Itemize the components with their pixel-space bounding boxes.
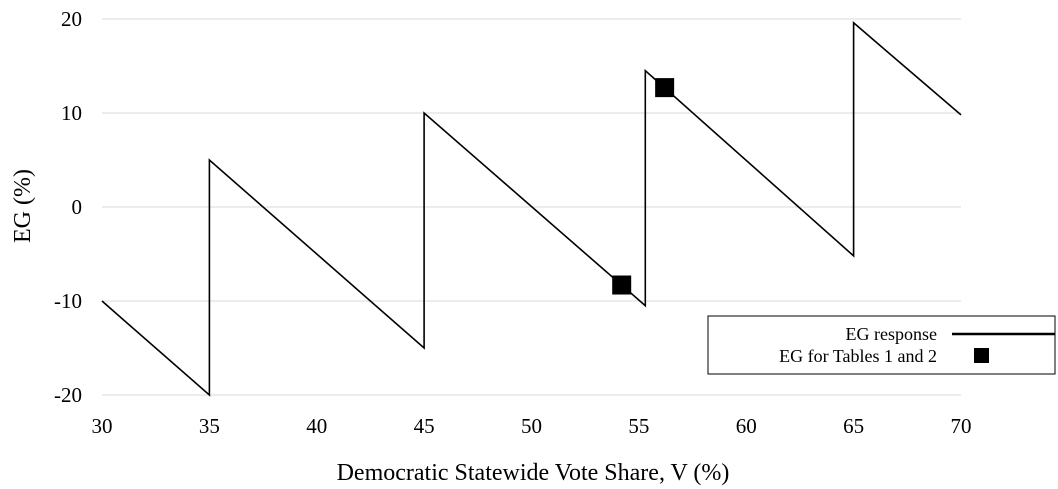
legend-box <box>707 315 1056 375</box>
series-line-eg-response <box>101 21 962 397</box>
x-tick-label: 70 <box>951 414 972 438</box>
data-point-square <box>612 275 632 295</box>
x-tick-label: 45 <box>414 414 435 438</box>
x-tick-label: 60 <box>736 414 757 438</box>
series-layer <box>101 21 962 397</box>
x-tick-labels: 30 35 40 45 50 55 60 65 70 <box>92 414 972 438</box>
x-axis-title: Democratic Statewide Vote Share, V (%) <box>337 460 730 486</box>
y-tick-label: 10 <box>61 101 82 125</box>
x-tick-label: 30 <box>92 414 113 438</box>
x-tick-label: 40 <box>306 414 327 438</box>
y-tick-label: -10 <box>54 289 82 313</box>
x-tick-label: 35 <box>199 414 220 438</box>
y-axis-title: EG (%) <box>10 169 36 243</box>
x-tick-label: 55 <box>628 414 649 438</box>
y-tick-label: 0 <box>72 195 83 219</box>
legend-label-eg-tables: EG for Tables 1 and 2 <box>779 346 937 366</box>
legend: EG response EG for Tables 1 and 2 <box>707 315 1056 375</box>
legend-label-eg-response: EG response <box>846 324 937 344</box>
y-tick-label: 20 <box>61 7 82 31</box>
y-tick-labels: -20 -10 0 10 20 <box>54 7 82 407</box>
x-tick-label: 65 <box>843 414 864 438</box>
y-tick-label: -20 <box>54 383 82 407</box>
data-point-square <box>655 78 675 98</box>
legend-square-swatch <box>974 348 989 363</box>
x-tick-label: 50 <box>521 414 542 438</box>
